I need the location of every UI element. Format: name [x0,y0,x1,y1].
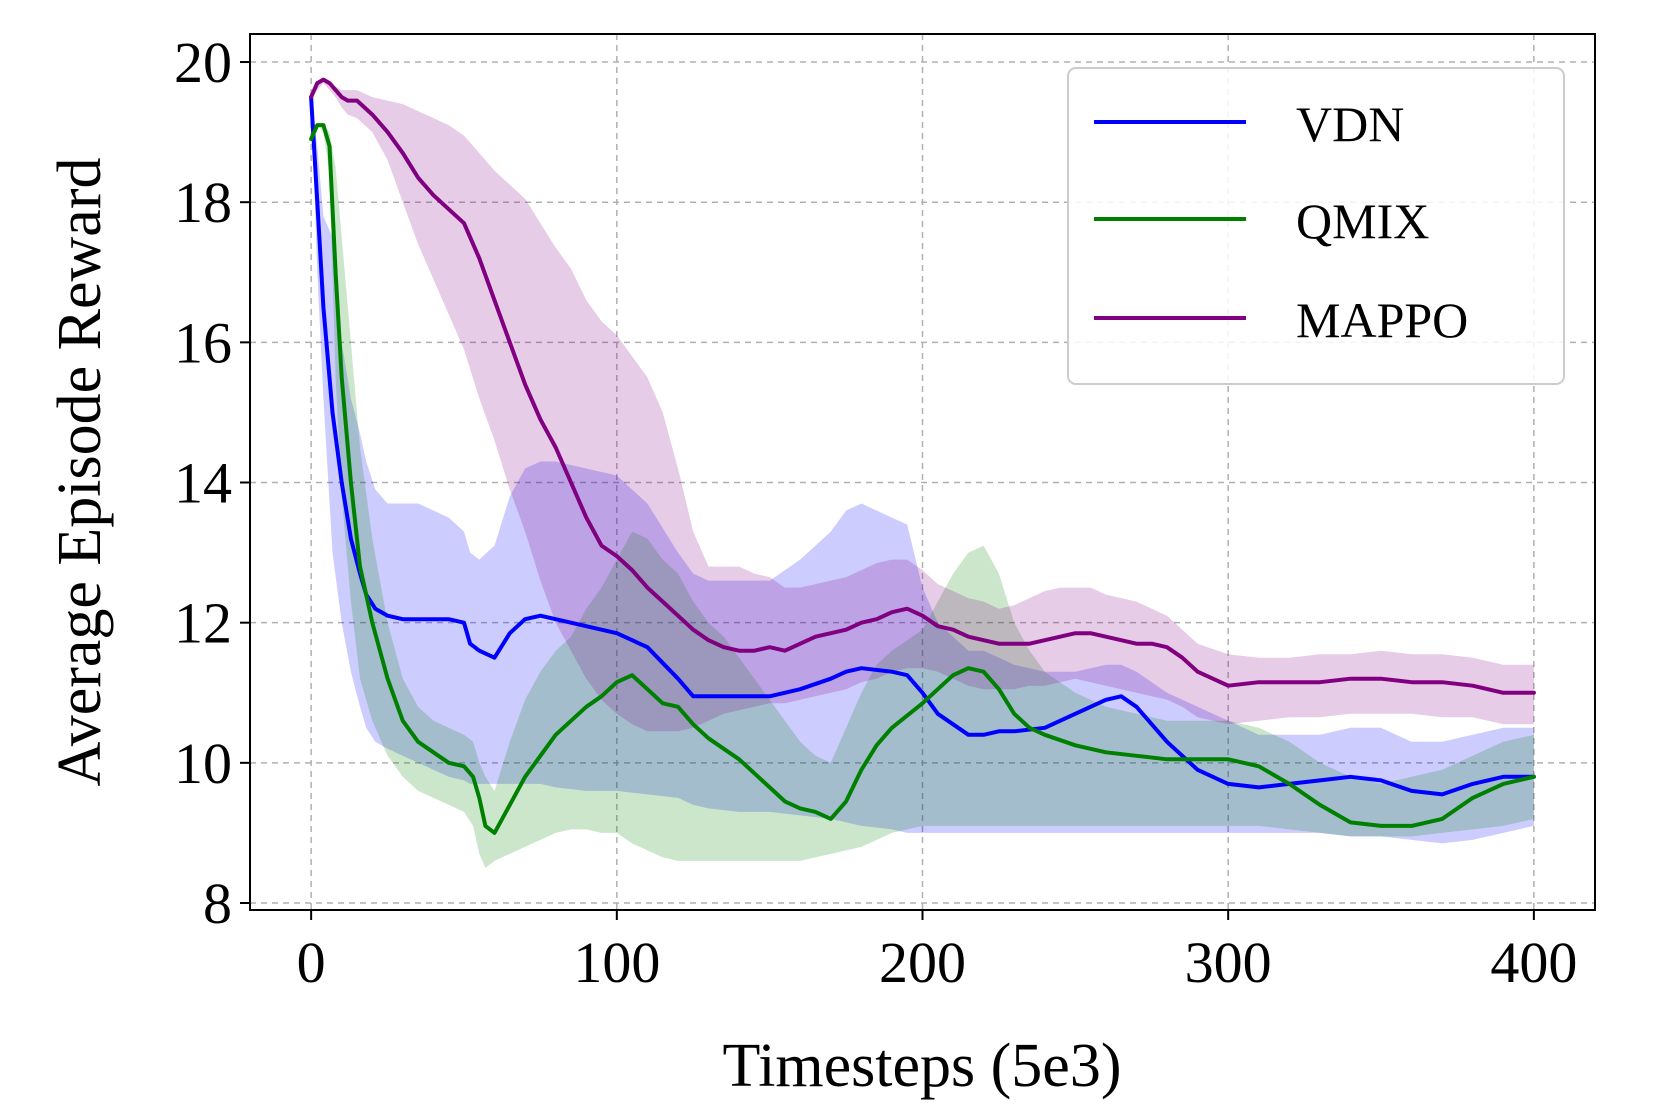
band-mappo [311,79,1534,732]
line-mappo [309,77,1536,695]
legend-label-mappo: MAPPO [1296,292,1468,348]
series-lines [309,77,1536,835]
x-tick-label: 200 [879,930,966,995]
x-axis-label: Timesteps (5e3) [723,1032,1122,1100]
legend-label-vdn: VDN [1296,96,1404,152]
legend-label-qmix: QMIX [1296,193,1429,249]
axis-ticks: 0 100 200 300 400 8 10 12 14 16 18 20 [174,30,1577,995]
x-tick-label: 0 [297,930,326,995]
x-tick-label: 300 [1185,930,1272,995]
line-vdn [309,95,1536,797]
legend: VDN QMIX MAPPO [1067,67,1565,385]
y-axis-label: Average Episode Reward [46,158,114,787]
line-qmix [309,123,1536,835]
y-tick-label: 16 [174,310,232,375]
y-tick-label: 12 [174,591,232,656]
x-tick-label: 100 [573,930,660,995]
x-tick-label: 400 [1490,930,1577,995]
y-tick-label: 8 [203,871,232,936]
y-tick-label: 10 [174,731,232,796]
legend-box [1067,67,1565,385]
y-tick-label: 20 [174,30,232,95]
y-tick-label: 14 [174,451,232,516]
band-vdn [311,97,1534,844]
y-tick-label: 18 [174,170,232,235]
